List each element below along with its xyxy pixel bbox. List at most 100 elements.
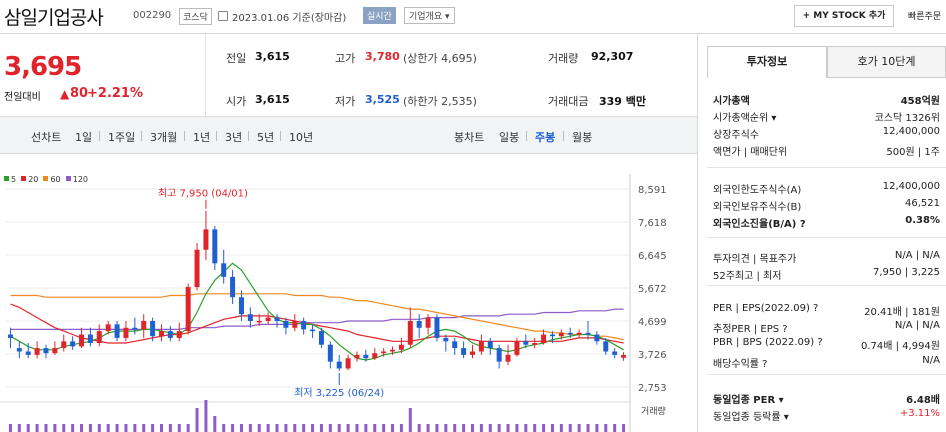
amount-value: 339 백만 xyxy=(599,95,647,108)
legend-swatch xyxy=(4,176,9,181)
tab-monthly[interactable]: 월봉 xyxy=(572,131,593,144)
volume-bar xyxy=(479,424,483,432)
candle-body xyxy=(434,317,440,338)
stock-code: 002290 xyxy=(133,10,172,21)
candle-body xyxy=(621,355,627,358)
candle-body xyxy=(603,341,609,352)
open-label: 시가 xyxy=(226,95,247,108)
tab-1y[interactable]: 1년 xyxy=(193,131,211,144)
volume-bar xyxy=(168,424,172,432)
tab-daily[interactable]: 일봉 xyxy=(499,131,520,144)
info-value: N/A | N/A xyxy=(894,320,940,331)
volume-bar xyxy=(346,424,350,432)
volume-bar xyxy=(337,424,341,432)
candle-body xyxy=(221,263,227,277)
info-value: +3.11% xyxy=(899,408,940,419)
info-value: 코스닥 1326위 xyxy=(874,113,940,124)
candle-body xyxy=(150,320,156,337)
info-label: 동일업종 PER ▾ xyxy=(713,395,784,406)
volume-bar xyxy=(80,424,84,432)
info-label: 상장주식수 xyxy=(713,130,759,141)
info-value: N/A xyxy=(922,355,940,366)
volume-bar xyxy=(239,424,243,432)
volume-bar xyxy=(453,424,457,432)
candle-body xyxy=(398,344,404,350)
volume-bar xyxy=(506,424,510,432)
tab-3m[interactable]: 3개월 xyxy=(150,131,178,144)
volume-bar xyxy=(471,424,474,432)
candle-body xyxy=(132,327,138,330)
volume-bar xyxy=(106,424,110,432)
price-chart[interactable]: 8,591 7,618 6,645 5,672 4,699 3,726 2,753 최고 7,… xyxy=(0,154,697,432)
my-stock-add-button[interactable]: + MY STOCK 추가 xyxy=(794,5,894,27)
candle-body xyxy=(585,332,591,335)
info-label: 시가총액순위 ▾ xyxy=(713,113,777,124)
volume-bar xyxy=(293,424,297,432)
volume-bar xyxy=(319,424,323,432)
volume-bar xyxy=(355,424,359,432)
volume-bar xyxy=(613,424,617,432)
company-overview-dropdown[interactable]: 기업개요 ▾ xyxy=(404,7,455,24)
tab-1w[interactable]: 1주일 xyxy=(108,131,136,144)
volume-bar xyxy=(97,424,101,432)
candle-body xyxy=(336,361,342,369)
candle-body xyxy=(558,332,564,337)
tab-invest-info[interactable]: 투자정보 xyxy=(707,46,827,78)
info-value: 46,521 xyxy=(905,198,940,209)
legend-label: 20 xyxy=(28,175,39,184)
tab-separator xyxy=(280,131,281,141)
info-label: 52주최고 | 최저 xyxy=(713,271,782,282)
tab-5y[interactable]: 5년 xyxy=(257,131,275,144)
tab-separator xyxy=(184,131,185,141)
candle-body xyxy=(496,348,502,362)
candle-body xyxy=(194,249,200,288)
info-label: 동일업종 등락률 ▾ xyxy=(713,412,789,423)
invest-info-table: 시가총액 458억원 시가총액순위 ▾ 코스닥 1326위 상장주식수 12,400,00… xyxy=(707,78,946,432)
candle-body xyxy=(70,341,76,347)
volume-bar xyxy=(186,424,190,432)
candle-body xyxy=(416,320,422,328)
candle-body xyxy=(247,314,253,321)
volume-bar xyxy=(266,424,270,432)
candle-body xyxy=(381,351,387,354)
info-value: 458억원 xyxy=(900,96,940,107)
candle-body xyxy=(114,324,120,338)
candle-body xyxy=(407,320,413,345)
tab-order-book[interactable]: 호가 10단계 xyxy=(827,46,946,78)
info-value: 12,400,000 xyxy=(882,126,940,137)
volume-bar xyxy=(26,424,30,432)
candle-body xyxy=(203,229,209,250)
volume-bar xyxy=(488,424,492,432)
info-value: 12,400,000 xyxy=(882,181,940,192)
change-percent: +2.21% xyxy=(87,86,143,101)
info-value: 500원 | 1주 xyxy=(886,147,940,158)
ma-legend: 5 20 60 120 xyxy=(4,175,88,184)
volume-value: 92,307 xyxy=(591,50,634,63)
min-price-label: 최저 3,225 (06/24) xyxy=(294,387,384,399)
candle-body xyxy=(354,354,360,359)
candle-body xyxy=(7,334,13,338)
info-label: 외국인보유주식수(B) xyxy=(713,202,802,213)
ma120-line xyxy=(10,308,624,330)
volume-bar xyxy=(284,424,288,432)
realtime-badge[interactable]: 실시간 xyxy=(363,7,396,24)
legend-label: 120 xyxy=(72,175,89,184)
panel-divider xyxy=(697,34,707,432)
quick-order-link[interactable]: 빠른주문 xyxy=(908,12,942,22)
legend-label: 5 xyxy=(11,175,17,184)
candle-body xyxy=(79,334,85,347)
tab-3y[interactable]: 3년 xyxy=(225,131,243,144)
info-value: 20.41배 | 181원 xyxy=(864,307,940,318)
tab-1d[interactable]: 1일 xyxy=(75,131,93,144)
candle-body xyxy=(594,334,600,342)
legend-swatch xyxy=(21,176,27,181)
legend-swatch xyxy=(43,176,49,181)
tab-weekly[interactable]: 주봉 xyxy=(535,131,556,144)
tab-10y[interactable]: 10년 xyxy=(289,131,314,144)
volume-bar xyxy=(417,424,421,432)
volume-bar xyxy=(204,400,208,432)
candle-body xyxy=(345,358,351,369)
chart-tab-bar xyxy=(0,116,697,154)
tab-separator xyxy=(99,131,100,141)
candle-body xyxy=(123,327,129,338)
